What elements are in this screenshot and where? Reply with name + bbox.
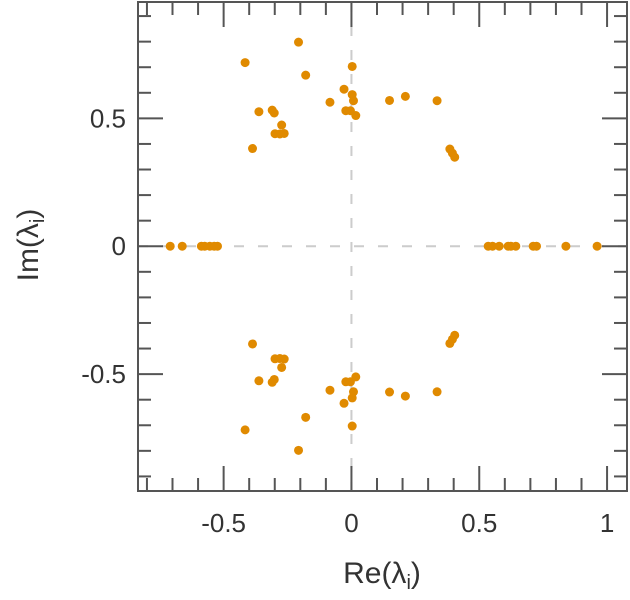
data-point <box>248 339 258 349</box>
data-point <box>432 96 442 106</box>
x-tick-label: 1 <box>600 508 614 538</box>
plot-frame <box>137 1 628 492</box>
data-point <box>385 95 395 105</box>
data-point <box>177 241 187 251</box>
data-point <box>212 241 222 251</box>
data-point <box>400 91 410 101</box>
data-point <box>240 425 250 435</box>
y-axis-label: Im(λi) <box>12 209 49 282</box>
data-point <box>325 97 335 107</box>
data-point <box>254 376 264 386</box>
data-point <box>339 84 349 94</box>
data-point <box>339 398 349 408</box>
x-tick-label: 0 <box>344 508 358 538</box>
tick-labels: -0.5 0 0.5 1 -0.5 0 0.5 <box>81 103 614 538</box>
data-points <box>165 37 602 455</box>
data-point <box>347 61 357 71</box>
data-point <box>240 58 250 68</box>
data-point <box>351 372 361 382</box>
data-point <box>254 107 264 117</box>
y-tick-label: -0.5 <box>81 359 126 389</box>
data-point <box>348 96 358 106</box>
data-point <box>592 241 602 251</box>
data-point <box>351 111 361 121</box>
data-point <box>279 128 289 138</box>
data-point <box>494 241 504 251</box>
data-point <box>347 421 357 431</box>
data-point <box>561 241 571 251</box>
data-point <box>325 385 335 395</box>
data-point <box>488 241 498 251</box>
data-point <box>450 330 460 340</box>
data-point <box>269 108 279 118</box>
y-tick-label: 0 <box>112 231 126 261</box>
data-point <box>532 241 542 251</box>
y-tick-label: 0.5 <box>90 103 126 133</box>
data-point <box>294 445 304 455</box>
data-point <box>277 120 287 130</box>
x-axis-label: Re(λi) <box>343 557 421 594</box>
data-point <box>279 354 289 364</box>
data-point <box>385 387 395 397</box>
x-tick-label: -0.5 <box>201 508 246 538</box>
data-point <box>165 241 175 251</box>
data-point <box>432 387 442 397</box>
axis-ticks <box>138 2 627 491</box>
data-point <box>248 144 258 154</box>
data-point <box>269 374 279 384</box>
data-point <box>450 152 460 162</box>
data-point <box>301 70 311 80</box>
data-point <box>301 412 311 422</box>
data-point <box>348 387 358 397</box>
data-point <box>511 241 521 251</box>
data-point <box>294 37 304 47</box>
x-tick-label: 0.5 <box>461 508 497 538</box>
data-point <box>277 362 287 372</box>
data-point <box>400 391 410 401</box>
